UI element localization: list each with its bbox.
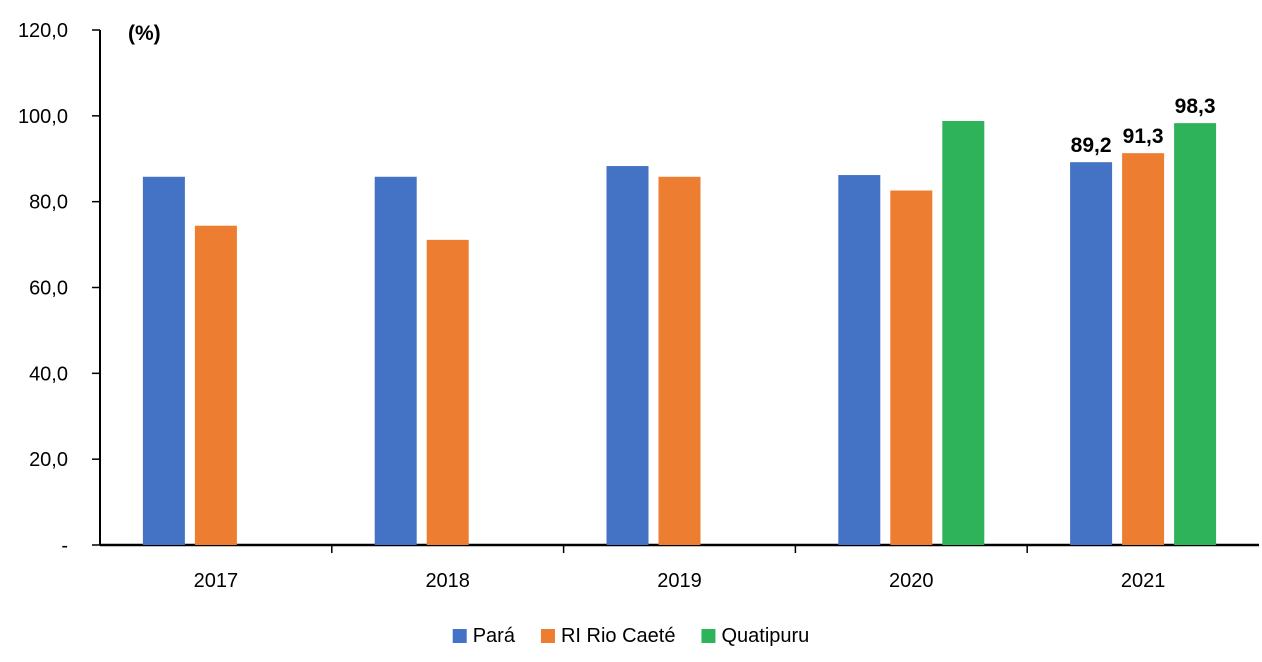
y-tick-label: 40,0 [29, 363, 68, 385]
legend-swatch [540, 629, 555, 643]
x-tick-label: 2021 [1121, 570, 1166, 592]
legend: Pará RI Rio Caeté Quatipuru [452, 625, 809, 647]
bar-2021-quatipuru [1174, 123, 1217, 546]
y-tick-label: 100,0 [18, 106, 68, 128]
bar-2020-quatipuru [942, 120, 985, 545]
legend-label: RI Rio Caeté [561, 625, 676, 647]
x-tick-label: 2017 [194, 570, 239, 592]
y-tick-label: 120,0 [18, 20, 68, 42]
x-tick-label: 2019 [657, 570, 702, 592]
bar-2017-ri-rio-caet- [194, 225, 237, 545]
x-tick-label: 2018 [425, 570, 470, 592]
data-labels: 89,2 91,3 98,3 [1071, 95, 1216, 157]
y-tick-label: 60,0 [29, 278, 68, 300]
x-tick-label: 2020 [889, 570, 934, 592]
y-tick-label: 20,0 [29, 449, 68, 471]
bar-2020-par- [838, 175, 881, 545]
bar-2019-par- [606, 166, 649, 545]
y-tick-label: 80,0 [29, 192, 68, 214]
bar-2021-ri-rio-caet- [1122, 153, 1165, 545]
bars [142, 120, 1217, 546]
bar-2019-ri-rio-caet- [658, 176, 701, 545]
legend-label: Pará [473, 625, 516, 647]
bar-2021-par- [1070, 162, 1113, 545]
legend-swatch [452, 629, 467, 643]
bar-2017-par- [142, 176, 185, 545]
data-label: 89,2 [1071, 134, 1112, 157]
y-tick-label: - [61, 535, 68, 557]
bar-2018-par- [374, 176, 417, 545]
y-unit-label: (%) [128, 22, 161, 45]
data-label: 98,3 [1175, 95, 1216, 118]
axes: - 20,0 40,0 60,0 80,0 100,0 120,0 2017 2018 2019 2… [18, 20, 1259, 592]
legend-label: Quatipuru [721, 625, 809, 647]
legend-swatch [701, 629, 716, 643]
bar-2020-ri-rio-caet- [890, 190, 933, 545]
bar-2018-ri-rio-caet- [426, 239, 469, 546]
data-label: 91,3 [1123, 125, 1164, 148]
